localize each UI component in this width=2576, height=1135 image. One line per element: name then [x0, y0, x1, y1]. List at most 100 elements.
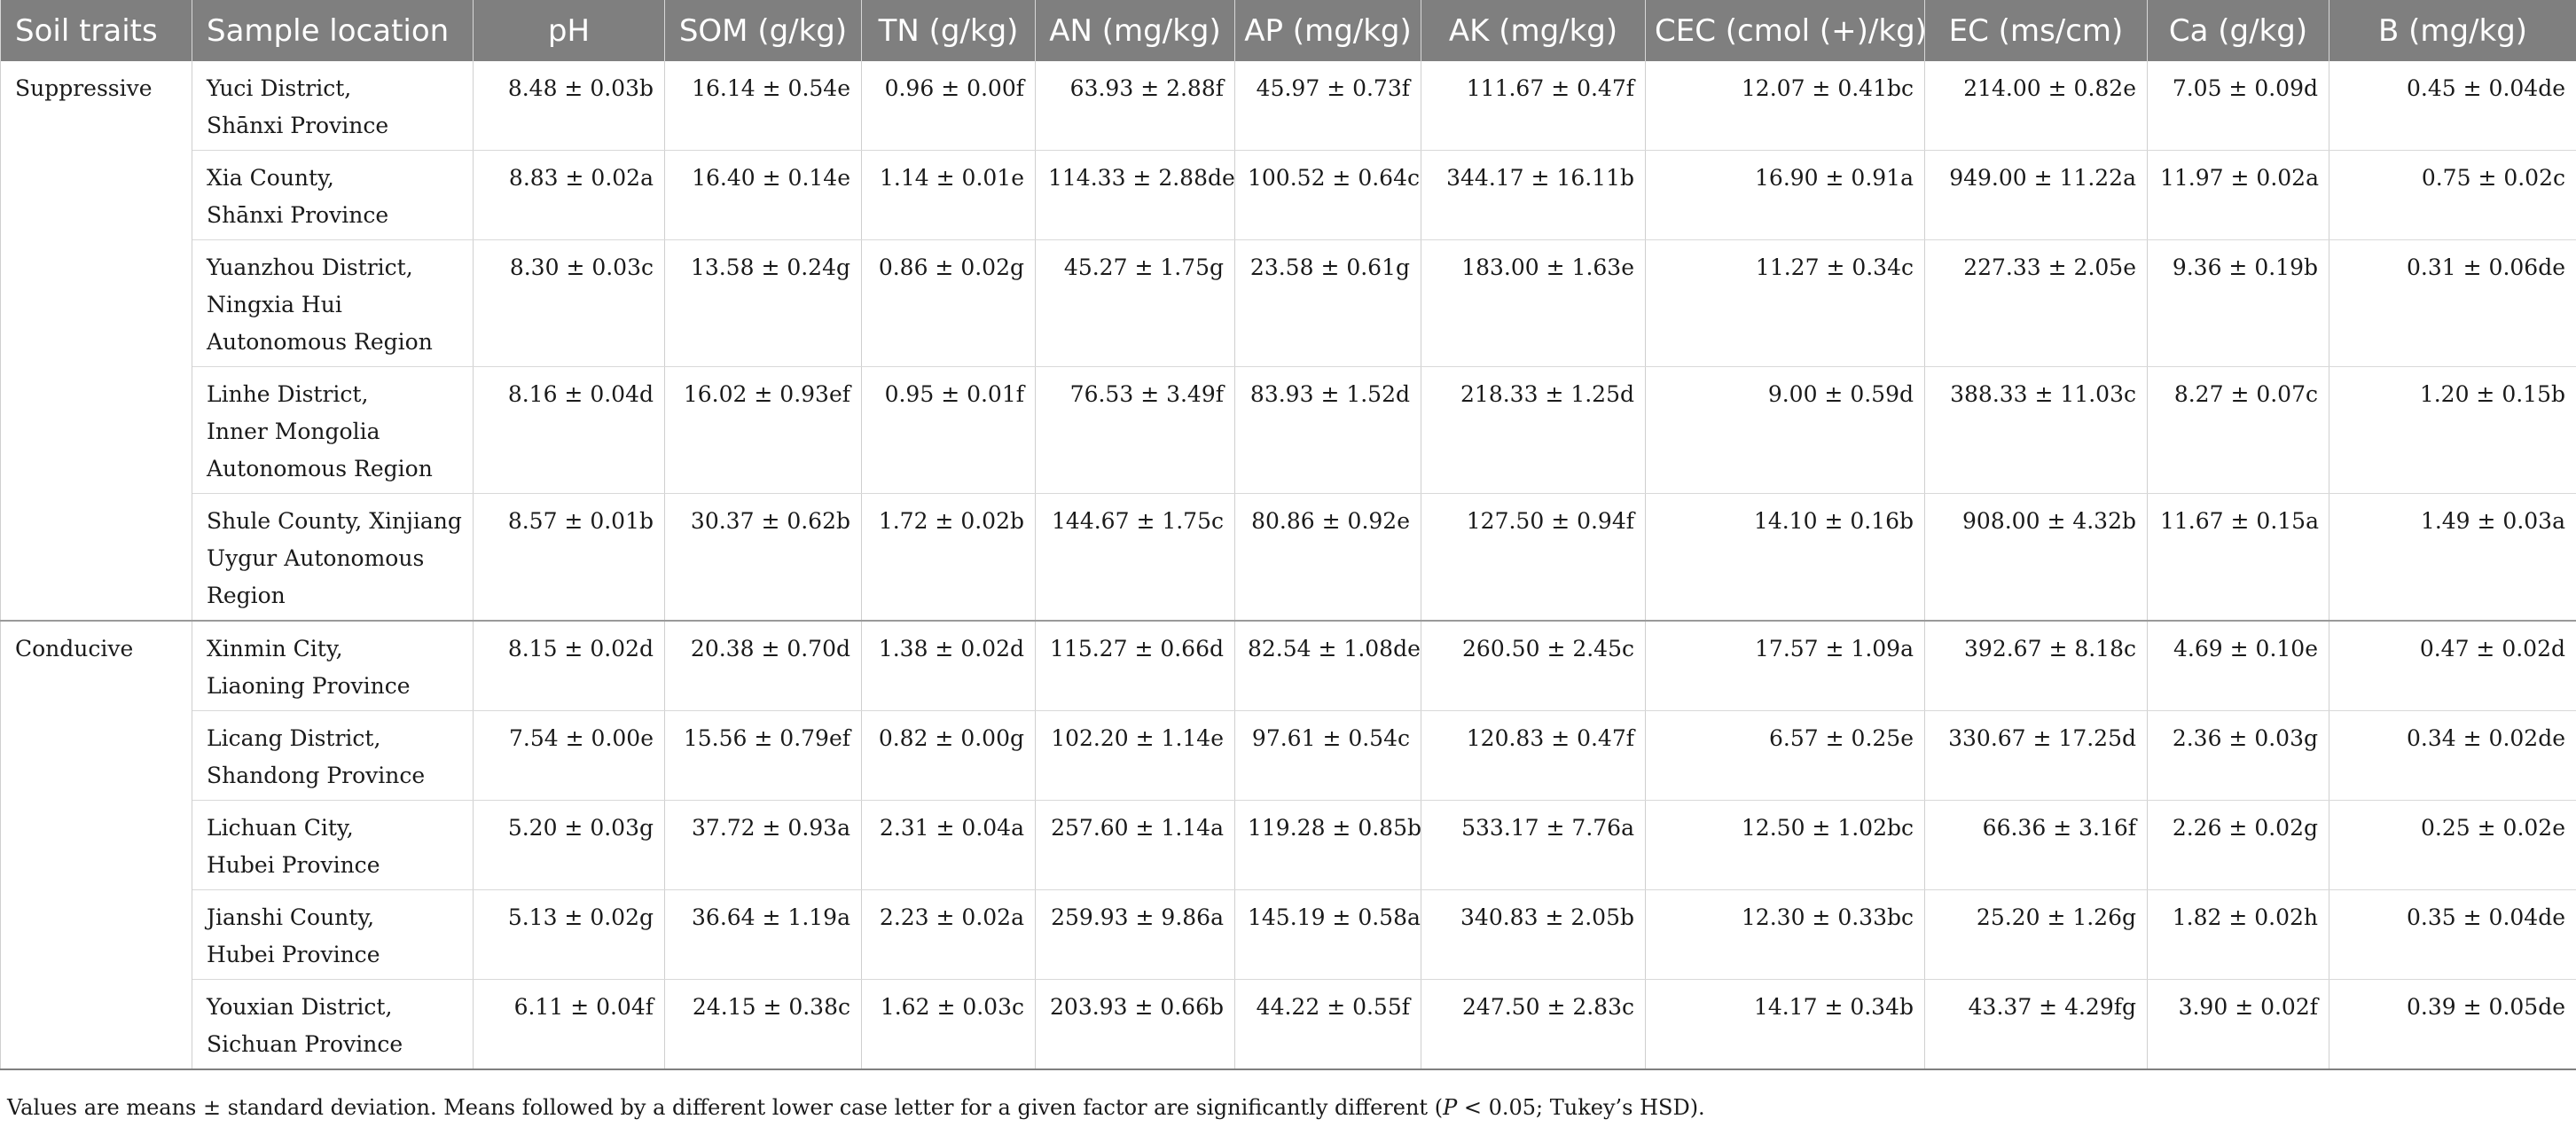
- ph-cell: 5.20 ± 0.03g: [473, 800, 665, 890]
- sample-location-line: Autonomous Region: [207, 329, 433, 355]
- sample-location-line: Hubei Province: [207, 852, 380, 878]
- table-container: Soil traits Sample location pH SOM (g/kg…: [0, 0, 2576, 1070]
- sample-location-cell: Lichuan City, Hubei Province: [192, 800, 474, 890]
- ec-cell: 43.37 ± 4.29fg: [1924, 979, 2148, 1070]
- ak-cell: 247.50 ± 2.83c: [1421, 979, 1646, 1070]
- ph-cell: 8.16 ± 0.04d: [473, 366, 665, 494]
- sample-location-line: Shule County, Xinjiang: [207, 508, 462, 534]
- ph-cell: 6.11 ± 0.04f: [473, 979, 665, 1070]
- header-soil-traits: Soil traits: [0, 0, 192, 61]
- ec-cell: 388.33 ± 11.03c: [1924, 366, 2148, 494]
- som-cell: 16.02 ± 0.93ef: [664, 366, 862, 494]
- sample-location-line: Lichuan City,: [207, 815, 354, 841]
- ca-cell: 4.69 ± 0.10e: [2147, 621, 2329, 711]
- ph-cell: 8.30 ± 0.03c: [473, 239, 665, 367]
- sample-location-line: Yuanzhou District,: [207, 254, 413, 280]
- cec-cell: 17.57 ± 1.09a: [1645, 621, 1925, 711]
- soil-traits-table: Soil traits Sample location pH SOM (g/kg…: [0, 0, 2576, 1070]
- sample-location-line: Liaoning Province: [207, 673, 411, 699]
- som-cell: 20.38 ± 0.70d: [664, 621, 862, 711]
- ca-cell: 9.36 ± 0.19b: [2147, 239, 2329, 367]
- header-row: Soil traits Sample location pH SOM (g/kg…: [0, 0, 2576, 61]
- ec-cell: 227.33 ± 2.05e: [1924, 239, 2148, 367]
- sample-location-line: Sichuan Province: [207, 1031, 403, 1057]
- header-an: AN (mg/kg): [1035, 0, 1235, 61]
- header-ec: EC (ms/cm): [1924, 0, 2148, 61]
- som-cell: 16.40 ± 0.14e: [664, 150, 862, 240]
- header-tn: TN (g/kg): [861, 0, 1036, 61]
- ca-cell: 8.27 ± 0.07c: [2147, 366, 2329, 494]
- an-cell: 115.27 ± 0.66d: [1035, 621, 1235, 711]
- tn-cell: 0.95 ± 0.01f: [861, 366, 1036, 494]
- cec-cell: 6.57 ± 0.25e: [1645, 710, 1925, 801]
- sample-location-line: Xinmin City,: [207, 636, 343, 661]
- sample-location-cell: Jianshi County, Hubei Province: [192, 889, 474, 980]
- table-row: Shule County, Xinjiang Uygur Autonomous Re…: [1, 493, 2576, 622]
- ec-cell: 66.36 ± 3.16f: [1924, 800, 2148, 890]
- b-cell: 1.20 ± 0.15b: [2329, 366, 2576, 494]
- header-b: B (mg/kg): [2329, 0, 2576, 61]
- sample-location-line: Shandong Province: [207, 763, 426, 788]
- an-cell: 45.27 ± 1.75g: [1035, 239, 1235, 367]
- tn-cell: 0.82 ± 0.00g: [861, 710, 1036, 801]
- b-cell: 0.31 ± 0.06de: [2329, 239, 2576, 367]
- ak-cell: 127.50 ± 0.94f: [1421, 493, 1646, 622]
- ph-cell: 8.15 ± 0.02d: [473, 621, 665, 711]
- ap-cell: 100.52 ± 0.64c: [1234, 150, 1421, 240]
- table-row: Jianshi County, Hubei Province 5.13 ± 0.02…: [1, 889, 2576, 980]
- header-ak: AK (mg/kg): [1421, 0, 1646, 61]
- sample-location-cell: Yuanzhou District, Ningxia Hui Autonomous …: [192, 239, 474, 367]
- ec-cell: 908.00 ± 4.32b: [1924, 493, 2148, 622]
- an-cell: 257.60 ± 1.14a: [1035, 800, 1235, 890]
- table-row: Lichuan City, Hubei Province 5.20 ± 0.03g 3…: [1, 800, 2576, 890]
- header-sample-location: Sample location: [192, 0, 474, 61]
- b-cell: 0.47 ± 0.02d: [2329, 621, 2576, 711]
- header-som: SOM (g/kg): [664, 0, 862, 61]
- cec-cell: 9.00 ± 0.59d: [1645, 366, 1925, 494]
- som-cell: 37.72 ± 0.93a: [664, 800, 862, 890]
- ak-cell: 533.17 ± 7.76a: [1421, 800, 1646, 890]
- sample-location-cell: Shule County, Xinjiang Uygur Autonomous Re…: [192, 493, 474, 622]
- b-cell: 0.34 ± 0.02de: [2329, 710, 2576, 801]
- cec-cell: 14.17 ± 0.34b: [1645, 979, 1925, 1070]
- sample-location-line: Yuci District,: [207, 75, 352, 101]
- header-cec: CEC (cmol (+)/kg): [1645, 0, 1925, 61]
- table-row: Yuanzhou District, Ningxia Hui Autonomous …: [1, 239, 2576, 367]
- ca-cell: 2.26 ± 0.02g: [2147, 800, 2329, 890]
- ec-cell: 330.67 ± 17.25d: [1924, 710, 2148, 801]
- table-row: Conducive Xinmin City, Liaoning Province 8.…: [0, 621, 2576, 1070]
- ap-cell: 23.58 ± 0.61g: [1234, 239, 1421, 367]
- ec-cell: 949.00 ± 11.22a: [1924, 150, 2148, 240]
- cec-cell: 14.10 ± 0.16b: [1645, 493, 1925, 622]
- tn-cell: 1.14 ± 0.01e: [861, 150, 1036, 240]
- som-cell: 15.56 ± 0.79ef: [664, 710, 862, 801]
- soil-trait-cell: Conducive: [0, 621, 192, 1070]
- ca-cell: 3.90 ± 0.02f: [2147, 979, 2329, 1070]
- sample-location-line: Shānxi Province: [207, 113, 389, 138]
- ec-cell: 392.67 ± 8.18c: [1924, 621, 2148, 711]
- b-cell: 0.75 ± 0.02c: [2329, 150, 2576, 240]
- sample-location-cell: Linhe District, Inner Mongolia Autonomous …: [192, 366, 474, 494]
- tn-cell: 0.86 ± 0.02g: [861, 239, 1036, 367]
- header-ap: AP (mg/kg): [1234, 0, 1421, 61]
- sample-location-line: Inner Mongolia: [207, 419, 380, 444]
- table-row: Youxian District, Sichuan Province 6.11 ± …: [1, 979, 2576, 1070]
- cec-cell: 11.27 ± 0.34c: [1645, 239, 1925, 367]
- cec-cell: 16.90 ± 0.91a: [1645, 150, 1925, 240]
- b-cell: 1.49 ± 0.03a: [2329, 493, 2576, 622]
- som-cell: 16.14 ± 0.54e: [664, 61, 862, 151]
- ca-cell: 7.05 ± 0.09d: [2147, 61, 2329, 151]
- sample-location-line: Autonomous Region: [207, 456, 433, 481]
- tn-cell: 1.38 ± 0.02d: [861, 621, 1036, 711]
- table-row: Xia County, Shānxi Province 8.83 ± 0.02a 16…: [1, 150, 2576, 240]
- ca-cell: 1.82 ± 0.02h: [2147, 889, 2329, 980]
- sample-location-cell: Youxian District, Sichuan Province: [192, 979, 474, 1070]
- an-cell: 76.53 ± 3.49f: [1035, 366, 1235, 494]
- soil-trait-cell: Suppressive: [0, 61, 192, 622]
- an-cell: 114.33 ± 2.88de: [1035, 150, 1235, 240]
- cec-cell: 12.30 ± 0.33bc: [1645, 889, 1925, 980]
- tn-cell: 2.31 ± 0.04a: [861, 800, 1036, 890]
- sample-location-line: Hubei Province: [207, 942, 380, 967]
- ap-cell: 44.22 ± 0.55f: [1234, 979, 1421, 1070]
- table-row: Linhe District, Inner Mongolia Autonomous …: [1, 366, 2576, 494]
